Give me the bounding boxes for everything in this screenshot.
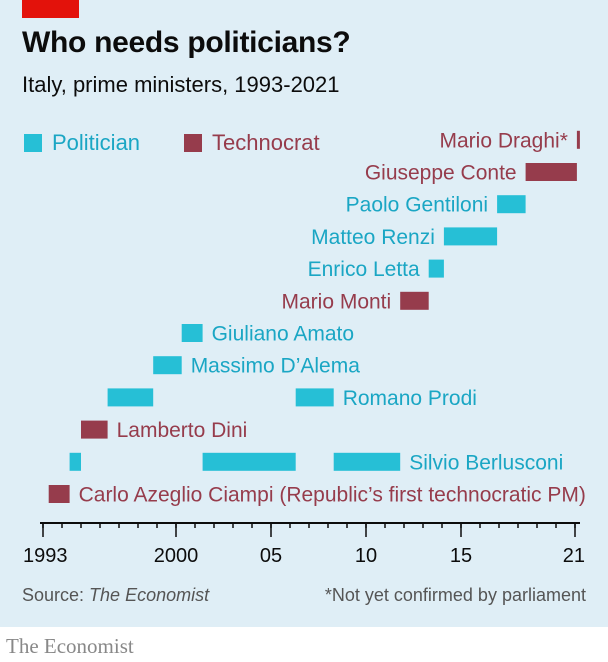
legend-politician-label: Politician (52, 130, 141, 155)
pm-label-2: Lamberto Dini (117, 419, 248, 442)
term-bar-7-0 (428, 259, 444, 278)
term-bar-11-0 (576, 130, 580, 149)
pm-label-6: Mario Monti (281, 290, 391, 313)
pm-label-1: Silvio Berlusconi (409, 451, 563, 474)
term-bar-1-0 (69, 452, 81, 471)
term-bar-6-0 (400, 291, 429, 310)
legend-politician: Politician (24, 129, 140, 157)
x-tick-label-0: 1993 (23, 545, 68, 567)
legend-technocrat-swatch (184, 134, 202, 152)
chart-title: Who needs politicians? (22, 26, 351, 59)
pm-label-9: Paolo Gentiloni (346, 194, 488, 217)
legend-technocrat: Technocrat (184, 129, 320, 157)
term-bar-0-0 (48, 485, 70, 503)
x-tick-label-4: 15 (450, 545, 472, 567)
pm-label-0: Carlo Azeglio Ciampi (Republic’s first t… (79, 484, 586, 507)
term-bar-1-1 (202, 452, 296, 471)
source-note: Source: The Economist (22, 585, 209, 606)
term-bar-3-0 (107, 388, 154, 407)
pm-label-3: Romano Prodi (343, 387, 477, 410)
pm-label-5: Giuliano Amato (212, 323, 354, 346)
source-name: The Economist (89, 585, 210, 605)
pm-label-10: Giuseppe Conte (365, 162, 517, 185)
pm-label-7: Enrico Letta (308, 258, 420, 281)
term-bar-8-0 (443, 227, 498, 246)
term-bar-5-0 (181, 324, 203, 342)
brand-red-tag (22, 0, 79, 18)
term-bar-10-0 (525, 163, 577, 181)
term-bar-3-1 (295, 388, 334, 407)
x-tick-label-2: 05 (260, 545, 282, 567)
chart-subtitle: Italy, prime ministers, 1993-2021 (22, 72, 340, 97)
term-bar-9-0 (497, 195, 526, 214)
term-bar-1-2 (333, 452, 401, 471)
x-tick-label-3: 10 (355, 545, 377, 567)
legend-politician-swatch (24, 134, 42, 152)
gantt-chart: Carlo Azeglio Ciampi (Republic’s first t… (23, 129, 586, 567)
term-bar-2-0 (81, 420, 108, 439)
x-tick-label-1: 2000 (154, 545, 199, 567)
brand-logo: The Economist (6, 634, 134, 658)
pm-label-4: Massimo D’Alema (191, 355, 361, 378)
footnote: *Not yet confirmed by parliament (324, 585, 586, 605)
term-bar-4-0 (153, 356, 182, 375)
pm-label-11: Mario Draghi* (440, 129, 568, 152)
x-tick-label-5: 21 (563, 545, 585, 567)
legend-technocrat-label: Technocrat (212, 130, 320, 155)
source-prefix: Source: (22, 585, 90, 605)
pm-label-8: Matteo Renzi (311, 226, 435, 249)
